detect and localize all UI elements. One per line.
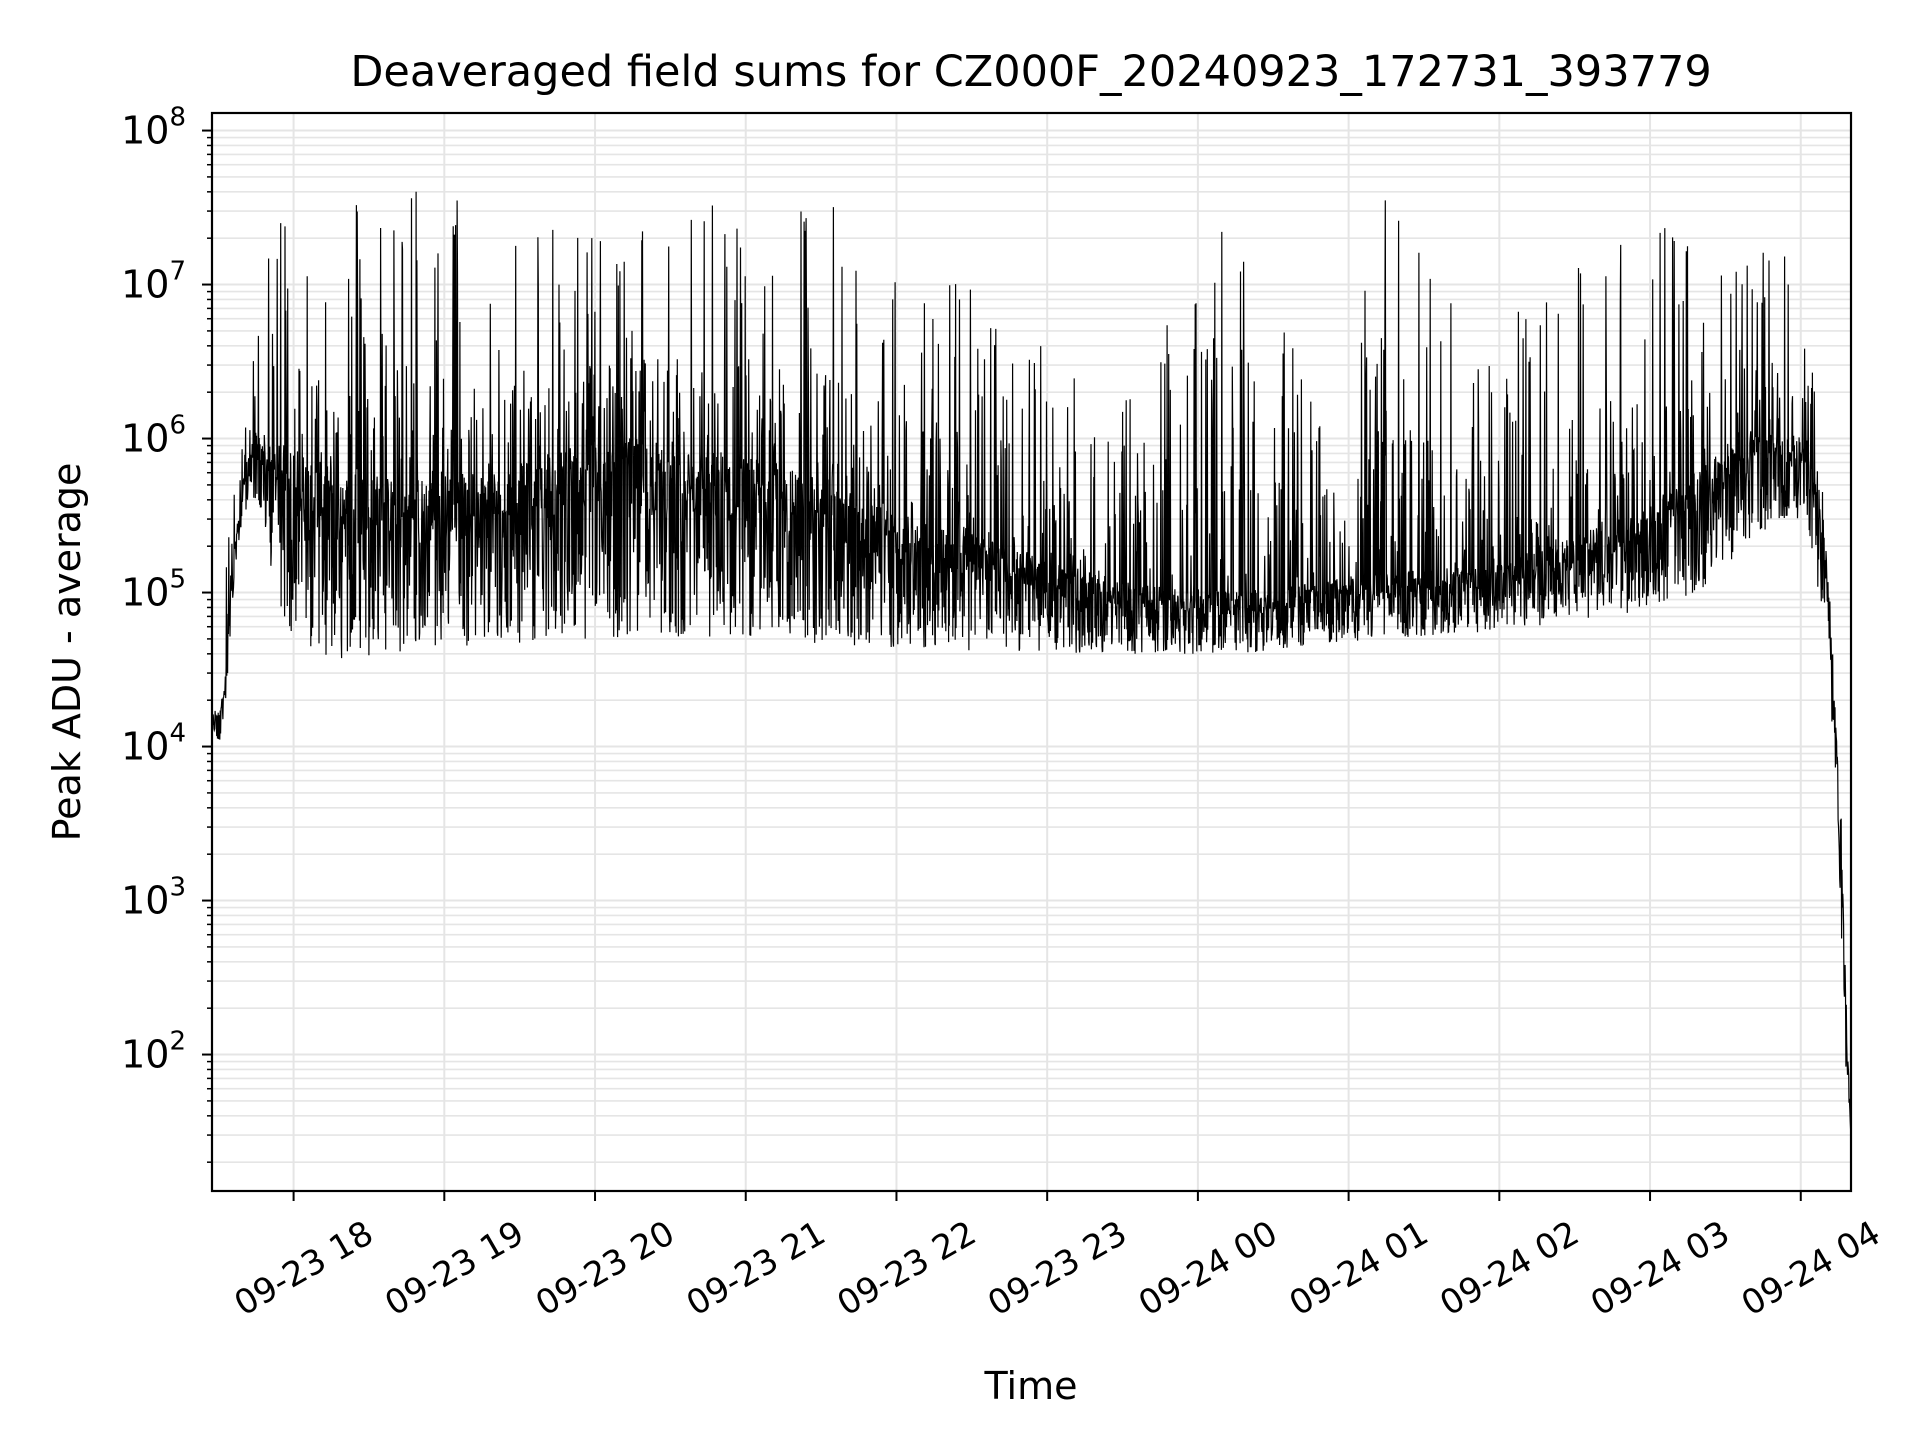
y-tick-base: 10 <box>121 109 169 153</box>
y-tick-exponent: 6 <box>169 411 186 441</box>
grid <box>212 113 1851 1191</box>
y-tick-label: 102 <box>121 1027 186 1077</box>
y-tick-base: 10 <box>121 571 169 615</box>
y-tick-exponent: 2 <box>169 1027 186 1057</box>
y-tick-exponent: 5 <box>169 565 186 595</box>
series-path <box>211 191 1852 1145</box>
y-tick-exponent: 7 <box>169 257 186 287</box>
y-tick-exponent: 8 <box>169 103 186 133</box>
y-tick-exponent: 4 <box>169 719 186 749</box>
y-axis-label: Peak ADU - average <box>45 463 89 842</box>
data-series-line <box>211 191 1852 1145</box>
x-axis-label: Time <box>984 1364 1078 1408</box>
plot-frame <box>210 111 1853 1193</box>
y-tick-label: 105 <box>121 565 186 615</box>
y-tick-label: 107 <box>121 257 186 307</box>
y-tick-base: 10 <box>121 1033 169 1077</box>
y-tick-label: 103 <box>121 873 186 923</box>
y-tick-label: 104 <box>121 719 186 769</box>
y-tick-exponent: 3 <box>169 873 186 903</box>
y-tick-label: 108 <box>121 103 186 153</box>
y-tick-base: 10 <box>121 417 169 461</box>
y-tick-base: 10 <box>121 725 169 769</box>
y-tick-base: 10 <box>121 879 169 923</box>
y-tick-label: 106 <box>121 411 186 461</box>
chart-title: Deaveraged field sums for CZ000F_2024092… <box>350 47 1711 97</box>
y-tick-base: 10 <box>121 263 169 307</box>
